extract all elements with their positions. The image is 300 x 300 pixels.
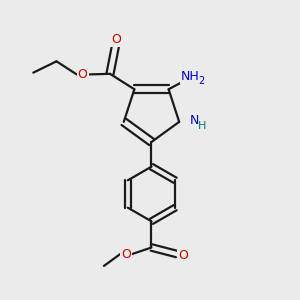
Text: 2: 2 [198, 76, 204, 86]
Text: NH: NH [181, 70, 200, 83]
Text: N: N [190, 114, 199, 127]
Text: O: O [178, 249, 188, 262]
Text: O: O [111, 33, 121, 46]
Text: O: O [78, 68, 88, 81]
Text: H: H [198, 121, 207, 131]
Text: O: O [121, 248, 131, 260]
